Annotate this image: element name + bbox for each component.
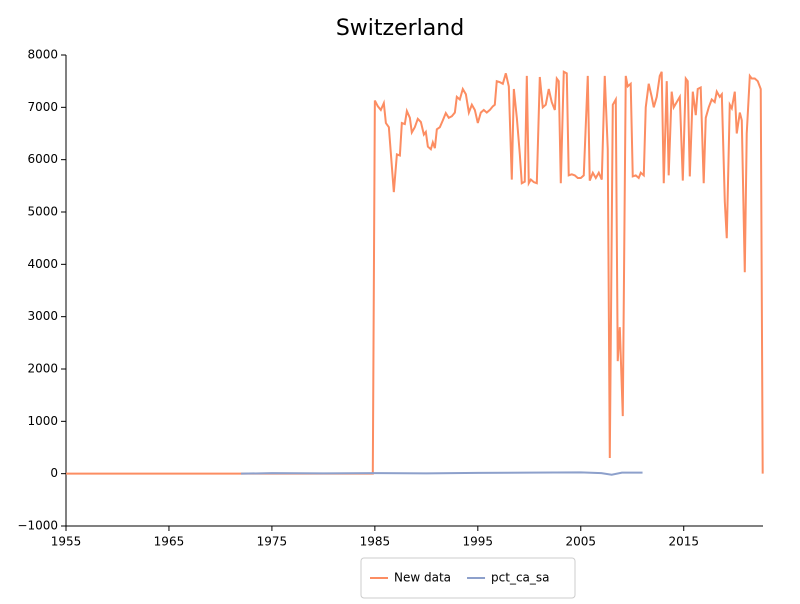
x-tick-label: 1975 xyxy=(257,535,288,549)
y-tick-label: 8000 xyxy=(27,48,58,62)
x-tick-label: 2015 xyxy=(668,535,699,549)
series-line xyxy=(241,471,643,476)
x-tick-label: 1985 xyxy=(360,535,391,549)
y-tick-label: 2000 xyxy=(27,362,58,376)
y-tick-label: 6000 xyxy=(27,152,58,166)
y-tick-label: 7000 xyxy=(27,100,58,114)
y-tick-label: 5000 xyxy=(27,205,58,219)
x-tick-label: 2005 xyxy=(565,535,596,549)
chart-title: Switzerland xyxy=(336,16,464,41)
x-tick-label: 1955 xyxy=(51,535,82,549)
x-tick-label: 1995 xyxy=(463,535,494,549)
legend-label: pct_ca_sa xyxy=(491,571,549,585)
legend-label: New data xyxy=(394,571,451,585)
y-tick-label: −1000 xyxy=(17,519,58,533)
series-line xyxy=(66,70,764,475)
y-tick-label: 1000 xyxy=(27,414,58,428)
x-tick-label: 1965 xyxy=(154,535,185,549)
y-tick-label: 0 xyxy=(50,466,58,480)
y-tick-label: 4000 xyxy=(27,257,58,271)
y-tick-label: 3000 xyxy=(27,309,58,323)
